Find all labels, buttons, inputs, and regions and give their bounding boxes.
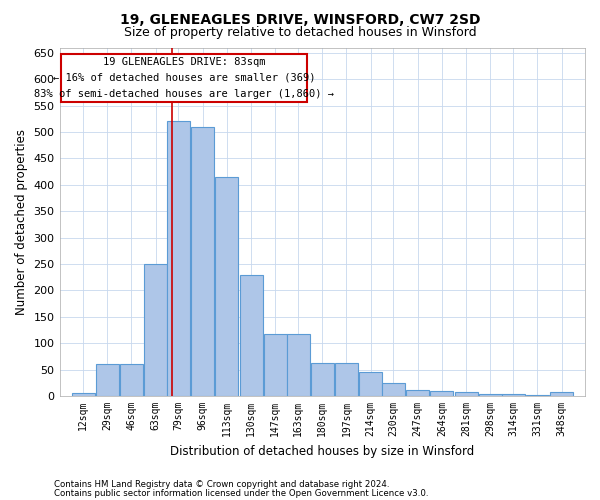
Bar [120, 364, 143, 396]
Bar [550, 392, 573, 396]
Bar [287, 334, 310, 396]
Bar [191, 126, 214, 396]
Bar [335, 363, 358, 396]
Bar [96, 364, 119, 396]
Bar [264, 334, 287, 396]
Bar [479, 394, 502, 396]
Bar [144, 264, 167, 396]
Text: Size of property relative to detached houses in Winsford: Size of property relative to detached ho… [124, 26, 476, 39]
Text: 83% of semi-detached houses are larger (1,860) →: 83% of semi-detached houses are larger (… [34, 89, 334, 99]
Bar [526, 395, 549, 396]
Bar [430, 391, 454, 396]
Text: 19, GLENEAGLES DRIVE, WINSFORD, CW7 2SD: 19, GLENEAGLES DRIVE, WINSFORD, CW7 2SD [120, 12, 480, 26]
Text: 19 GLENEAGLES DRIVE: 83sqm: 19 GLENEAGLES DRIVE: 83sqm [103, 57, 265, 67]
Y-axis label: Number of detached properties: Number of detached properties [15, 129, 28, 315]
Bar [215, 177, 238, 396]
Bar [382, 383, 405, 396]
Bar [359, 372, 382, 396]
Bar [406, 390, 429, 396]
FancyBboxPatch shape [61, 54, 307, 102]
Text: Contains HM Land Registry data © Crown copyright and database right 2024.: Contains HM Land Registry data © Crown c… [54, 480, 389, 489]
Bar [239, 274, 263, 396]
Bar [71, 394, 95, 396]
X-axis label: Distribution of detached houses by size in Winsford: Distribution of detached houses by size … [170, 444, 475, 458]
Bar [502, 394, 524, 396]
Bar [167, 122, 190, 396]
Bar [311, 363, 334, 396]
Bar [455, 392, 478, 396]
Text: ← 16% of detached houses are smaller (369): ← 16% of detached houses are smaller (36… [53, 73, 316, 83]
Text: Contains public sector information licensed under the Open Government Licence v3: Contains public sector information licen… [54, 489, 428, 498]
